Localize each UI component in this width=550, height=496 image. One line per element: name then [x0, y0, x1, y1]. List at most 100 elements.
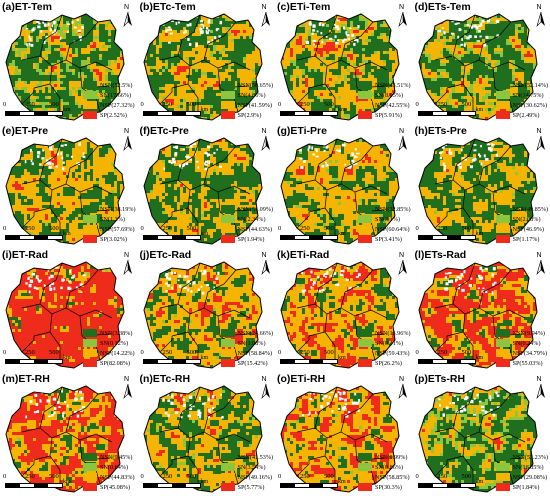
- scale-unit: km: [201, 355, 209, 361]
- legend-swatch: [495, 339, 510, 347]
- legend-item: SP(1.84%): [495, 482, 550, 492]
- province-boundary: [39, 386, 63, 429]
- north-arrow-icon: N: [260, 376, 272, 400]
- legend-label: SN(1.3%): [100, 216, 125, 223]
- scale-unit: km: [201, 107, 209, 113]
- legend-swatch: [83, 453, 97, 461]
- province-boundary: [478, 145, 511, 185]
- legend-item: NSN(24.66%): [220, 328, 275, 338]
- panel-title: (m)ET-RH: [2, 373, 50, 385]
- province-boundary: [177, 386, 200, 429]
- legend-swatch: [358, 111, 372, 119]
- legend-item: SN(0.32%): [83, 338, 137, 348]
- province-boundary: [324, 189, 336, 242]
- scale-tick: 500: [324, 101, 334, 108]
- scale-tick: 250: [163, 349, 173, 356]
- legend-item: SP(30.3%): [358, 482, 412, 492]
- province-boundary: [434, 460, 447, 477]
- legend: NSN(9.94%) SN(0.24%) NSP(34.79%) SP(55.03%): [495, 328, 550, 368]
- legend-swatch: [495, 473, 510, 481]
- north-label: N: [537, 4, 542, 11]
- province-boundary: [478, 393, 511, 433]
- legend-label: NSN(52.14%): [513, 82, 549, 89]
- legend-label: NSP(34.79%): [513, 350, 548, 357]
- north-label: N: [537, 376, 542, 383]
- scale-bar: 0 250 500 km: [278, 473, 346, 493]
- province-boundary: [187, 189, 198, 242]
- map-panel: (l)ETs-Rad N 0 250 500 km NSN(9.94%) SN(0.24%) N…: [413, 248, 550, 372]
- legend-label: NSP(46.9%): [513, 226, 544, 233]
- legend-item: SP(1.94%): [220, 234, 275, 244]
- north-arrow-icon: N: [535, 252, 547, 276]
- legend-swatch: [495, 101, 510, 109]
- legend-item: NSN(52.5%): [83, 80, 137, 90]
- scale-tick: 250: [25, 101, 35, 108]
- scale-tick: 500: [49, 349, 59, 356]
- legend: NSN(43.51%) SN(8.05%) NSP(42.55%) SP(5.91%): [358, 80, 412, 120]
- scale-bar: 0 250 500 km: [416, 225, 483, 245]
- scale-tick: 500: [324, 225, 334, 232]
- legend: NSN(9.99%) SN(0.86%) NSP(58.85%) SP(30.3%): [358, 452, 412, 492]
- scale-bar: 0 250 500 km: [278, 225, 346, 245]
- north-label: N: [124, 128, 129, 135]
- scale-tick: 250: [438, 101, 448, 108]
- legend-item: NSP(30.62%): [495, 100, 550, 110]
- legend-swatch: [83, 463, 97, 471]
- panel-title: (p)ETs-RH: [415, 373, 466, 385]
- legend-label: NSN(24.66%): [238, 330, 274, 337]
- panel-title: (c)ETi-Tem: [277, 1, 330, 13]
- scale-tick: 250: [300, 225, 310, 232]
- legend-swatch: [83, 339, 97, 347]
- legend: NSN(13.96%) SN(0.41%) NSP(59.43%) SP(26.2%): [358, 328, 412, 368]
- legend-label: NSP(41.59%): [238, 102, 273, 109]
- map-panel: (e)ET-Pre N 0 250 500 km NSN(38.19%) SN(1.3%) NS…: [0, 124, 137, 248]
- legend-swatch: [220, 235, 235, 243]
- legend-item: NSP(58.84%): [220, 348, 275, 358]
- legend-item: NSN(9.45%): [83, 452, 137, 462]
- map-panel: (a)ET-Tem N 0 250 500 km NSN(52.5%) SN(17.66%) N…: [0, 0, 137, 124]
- scale-bar: 0 250 500 km: [416, 473, 483, 493]
- legend-item: NSP(44.63%): [220, 224, 275, 234]
- legend-label: SN(3.1%): [375, 216, 400, 223]
- legend-label: SN(0.41%): [375, 340, 403, 347]
- legend-item: NSN(9.99%): [358, 452, 412, 462]
- scale-tick: 500: [187, 225, 197, 232]
- north-arrow-icon: N: [397, 4, 409, 28]
- legend-item: NSP(59.43%): [358, 348, 412, 358]
- legend-swatch: [220, 339, 235, 347]
- panel-title: (g)ETi-Pre: [277, 125, 327, 137]
- legend-label: SN(14.75%): [513, 92, 544, 99]
- province-boundary: [159, 336, 172, 353]
- province-boundary: [21, 88, 35, 105]
- legend: NSN(51.09%) SN(2.34%) NSP(44.63%) SP(1.94%): [220, 204, 275, 244]
- panel-title: (i)ET-Rad: [2, 249, 48, 261]
- legend-label: SP(3.41%): [375, 236, 402, 243]
- legend-swatch: [358, 235, 372, 243]
- north-arrow-icon: N: [535, 128, 547, 152]
- legend-item: NSN(32.85%): [358, 204, 412, 214]
- scale-tick: 0: [3, 473, 6, 480]
- province-boundary: [434, 212, 447, 229]
- province-boundary: [203, 21, 236, 61]
- legend-item: SP(1.17%): [495, 234, 550, 244]
- legend-label: SP(2.9%): [238, 112, 262, 119]
- scale-tick: 0: [3, 225, 6, 232]
- legend-item: NSP(41.59%): [220, 100, 275, 110]
- legend: NSN(52.5%) SN(17.66%) NSP(27.32%) SP(2.52%): [83, 80, 137, 120]
- scale-tick: 250: [300, 101, 310, 108]
- legend-label: SP(82.08%): [100, 360, 130, 367]
- legend-label: SN(2.34%): [238, 216, 266, 223]
- north-arrow-icon: N: [535, 376, 547, 400]
- legend-swatch: [83, 101, 97, 109]
- province-boundary: [21, 212, 35, 229]
- legend: NSN(3.38%) SN(0.32%) NSP(14.22%) SP(82.08%): [83, 328, 137, 368]
- province-boundary: [39, 14, 63, 57]
- scale-tick: 0: [416, 225, 419, 232]
- scale-bar: 0 250 500 km: [278, 349, 346, 369]
- legend: NSN(38.19%) SN(1.3%) NSP(57.69%) SP(3.02%): [83, 204, 137, 244]
- map-panel: (k)ETi-Rad N 0 250 500 km NSN(13.96%) SN(0.41%)…: [275, 248, 412, 372]
- north-label: N: [262, 376, 267, 383]
- scale-unit: km: [338, 107, 346, 113]
- scale-tick: 500: [462, 473, 472, 480]
